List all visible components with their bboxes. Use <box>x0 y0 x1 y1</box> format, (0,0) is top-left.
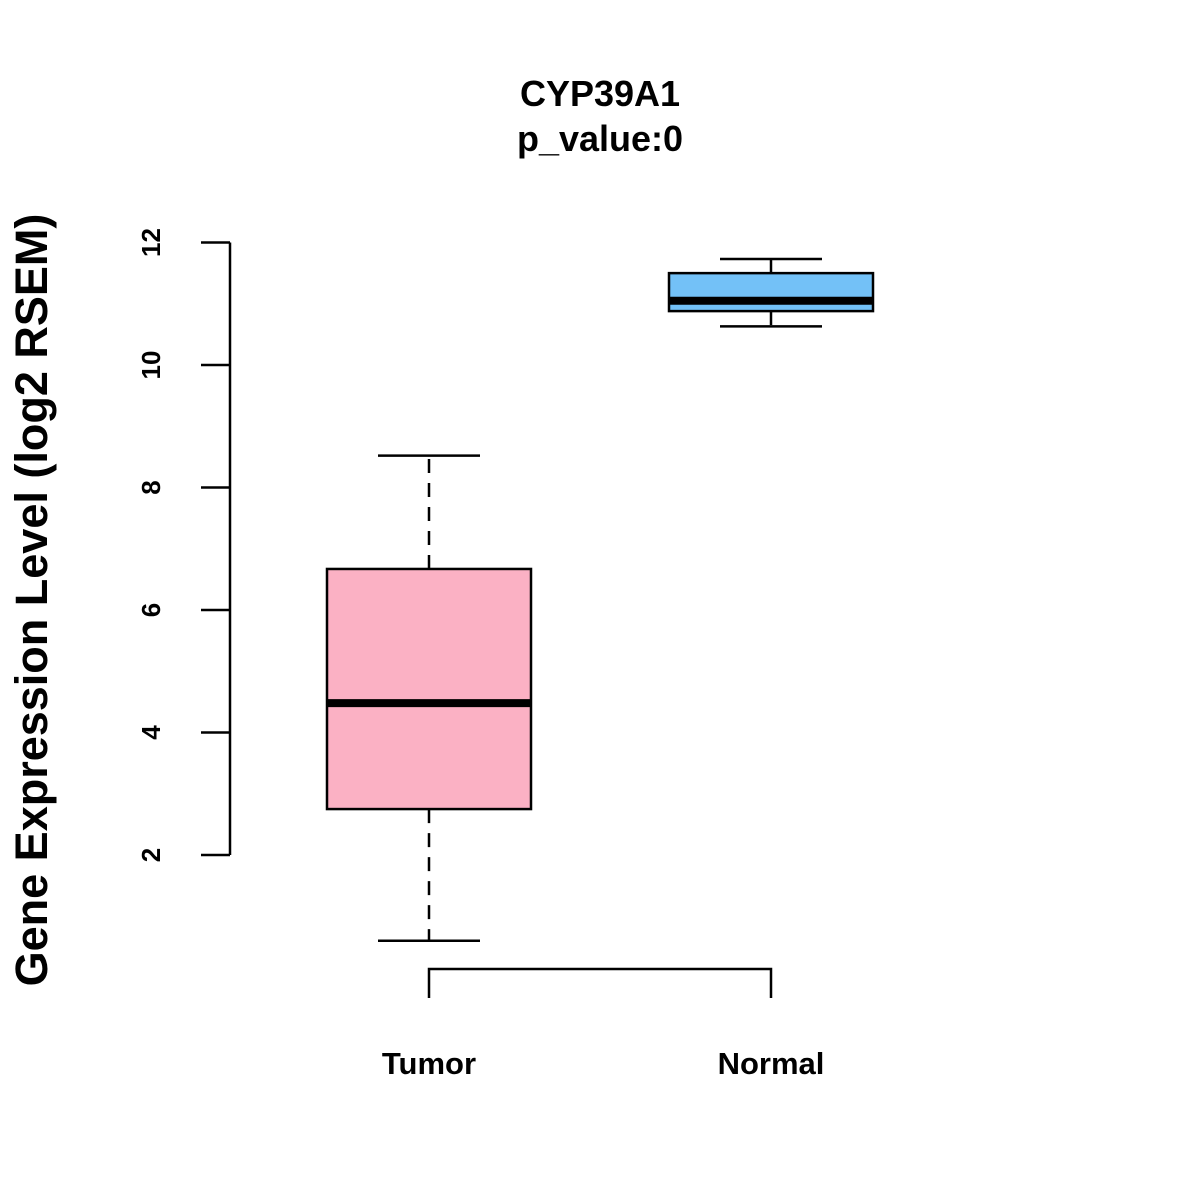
category-label-tumor: Tumor <box>382 1046 476 1081</box>
y-tick-label: 2 <box>136 848 166 862</box>
y-tick-label: 4 <box>136 725 166 740</box>
boxes <box>325 257 875 942</box>
chart-title: CYP39A1 <box>520 73 680 114</box>
iqr-box <box>667 271 875 313</box>
comparison-bracket <box>427 967 773 998</box>
category-label-normal: Normal <box>718 1046 825 1081</box>
chart-subtitle: p_value:0 <box>517 118 683 159</box>
y-tick-label: 6 <box>136 603 166 617</box>
box-tumor <box>325 454 533 942</box>
y-tick-label: 8 <box>136 480 166 494</box>
y-tick-label: 12 <box>136 228 166 257</box>
y-axis-label: Gene Expression Level (log2 RSEM) <box>6 214 57 987</box>
y-tick-label: 10 <box>136 351 166 380</box>
category-labels: Tumor Normal <box>382 1046 824 1081</box>
iqr-box <box>325 567 533 811</box>
bracket-line <box>427 967 773 998</box>
box-normal <box>667 257 875 328</box>
y-axis: 2 4 6 8 10 12 <box>136 228 232 862</box>
